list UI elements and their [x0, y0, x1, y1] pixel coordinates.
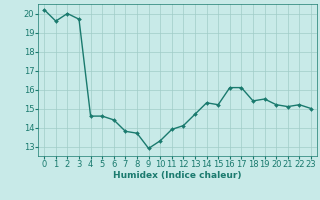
X-axis label: Humidex (Indice chaleur): Humidex (Indice chaleur) [113, 171, 242, 180]
